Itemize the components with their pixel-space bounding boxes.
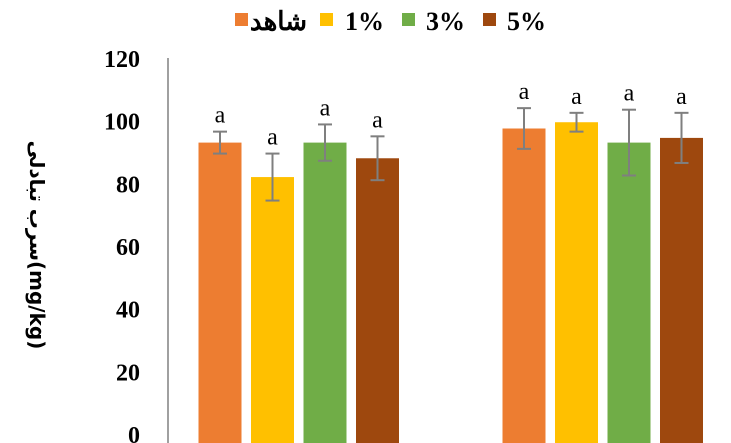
legend: شاهد 1% 3% 5% (235, 7, 546, 36)
bar (555, 122, 598, 443)
bar (251, 177, 294, 443)
significance-label: a (215, 103, 226, 129)
bar (303, 142, 347, 443)
y-tick-label: 80 (116, 172, 140, 198)
legend-swatch (402, 13, 415, 26)
bar (660, 137, 703, 443)
legend-label: 3% (426, 7, 465, 36)
bar (502, 128, 546, 443)
bar (198, 142, 242, 443)
legend-swatch (483, 13, 496, 26)
y-axis-label: سرب تبادلی(mg/kg) (25, 141, 49, 350)
significance-label: a (372, 107, 383, 133)
legend-label: 1% (345, 7, 384, 36)
y-axis-ticks: 0 20 40 60 80 100 120 (104, 47, 140, 443)
significance-label: a (676, 84, 687, 110)
significance-label: a (571, 84, 582, 110)
bar (607, 142, 651, 443)
y-tick-label: 20 (116, 360, 140, 386)
legend-swatch (320, 13, 333, 26)
y-tick-label: 100 (104, 110, 140, 136)
y-tick-label: 0 (128, 423, 140, 443)
legend-label: شاهد (250, 7, 307, 36)
significance-label: a (519, 79, 530, 105)
bar (356, 158, 399, 443)
y-tick-label: 120 (104, 47, 140, 73)
significance-label: a (624, 81, 635, 107)
significance-label: a (320, 95, 331, 121)
y-tick-label: 40 (116, 298, 140, 324)
significance-label: a (267, 125, 278, 151)
bars: a a a a a a a a (198, 79, 703, 443)
legend-label: 5% (507, 7, 546, 36)
legend-swatch (235, 13, 248, 26)
y-tick-label: 60 (116, 235, 140, 261)
